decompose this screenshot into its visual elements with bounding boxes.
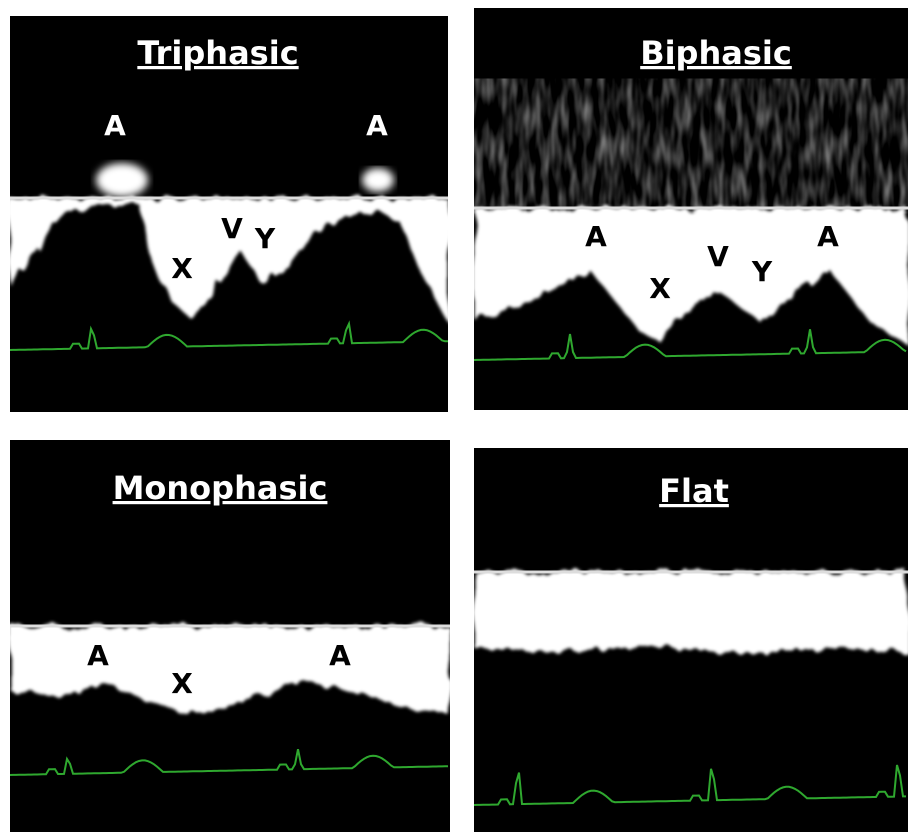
wave-label: X [649,272,671,305]
spectral-noise [474,90,908,202]
a-wave-signal [96,163,148,197]
wave-label: V [221,212,243,245]
wave-label: X [171,667,193,700]
wave-label: Y [751,255,773,288]
panel-title: Biphasic [640,34,792,72]
doppler-panel: Triphasic A A XV Y [10,16,448,412]
panel-title: Monophasic [113,469,328,507]
wave-label: A [817,220,839,253]
wave-label: V [707,240,729,273]
doppler-panel: Biphasic A X V Y A [474,8,908,410]
spectral-waveform [10,626,450,716]
panel-title: Triphasic [137,34,298,72]
wave-label: A [585,220,607,253]
wave-label: A [104,109,126,142]
doppler-panel: Flat [474,448,908,832]
wave-label: A [87,639,109,672]
wave-label: X [171,252,193,285]
wave-label: Y [254,222,276,255]
ecg-trace [474,764,906,806]
spectral-waveform [474,208,908,345]
doppler-panel: Monophasic A X A [10,440,450,832]
wave-label: A [366,109,388,142]
spectral-waveform [474,572,908,654]
spectral-waveform [10,198,448,322]
ecg-trace [10,749,449,776]
wave-label: A [329,639,351,672]
panel-title: Flat [659,472,729,510]
a-wave-signal [362,168,394,192]
ecg-trace [474,329,907,361]
ecg-trace [10,320,448,351]
